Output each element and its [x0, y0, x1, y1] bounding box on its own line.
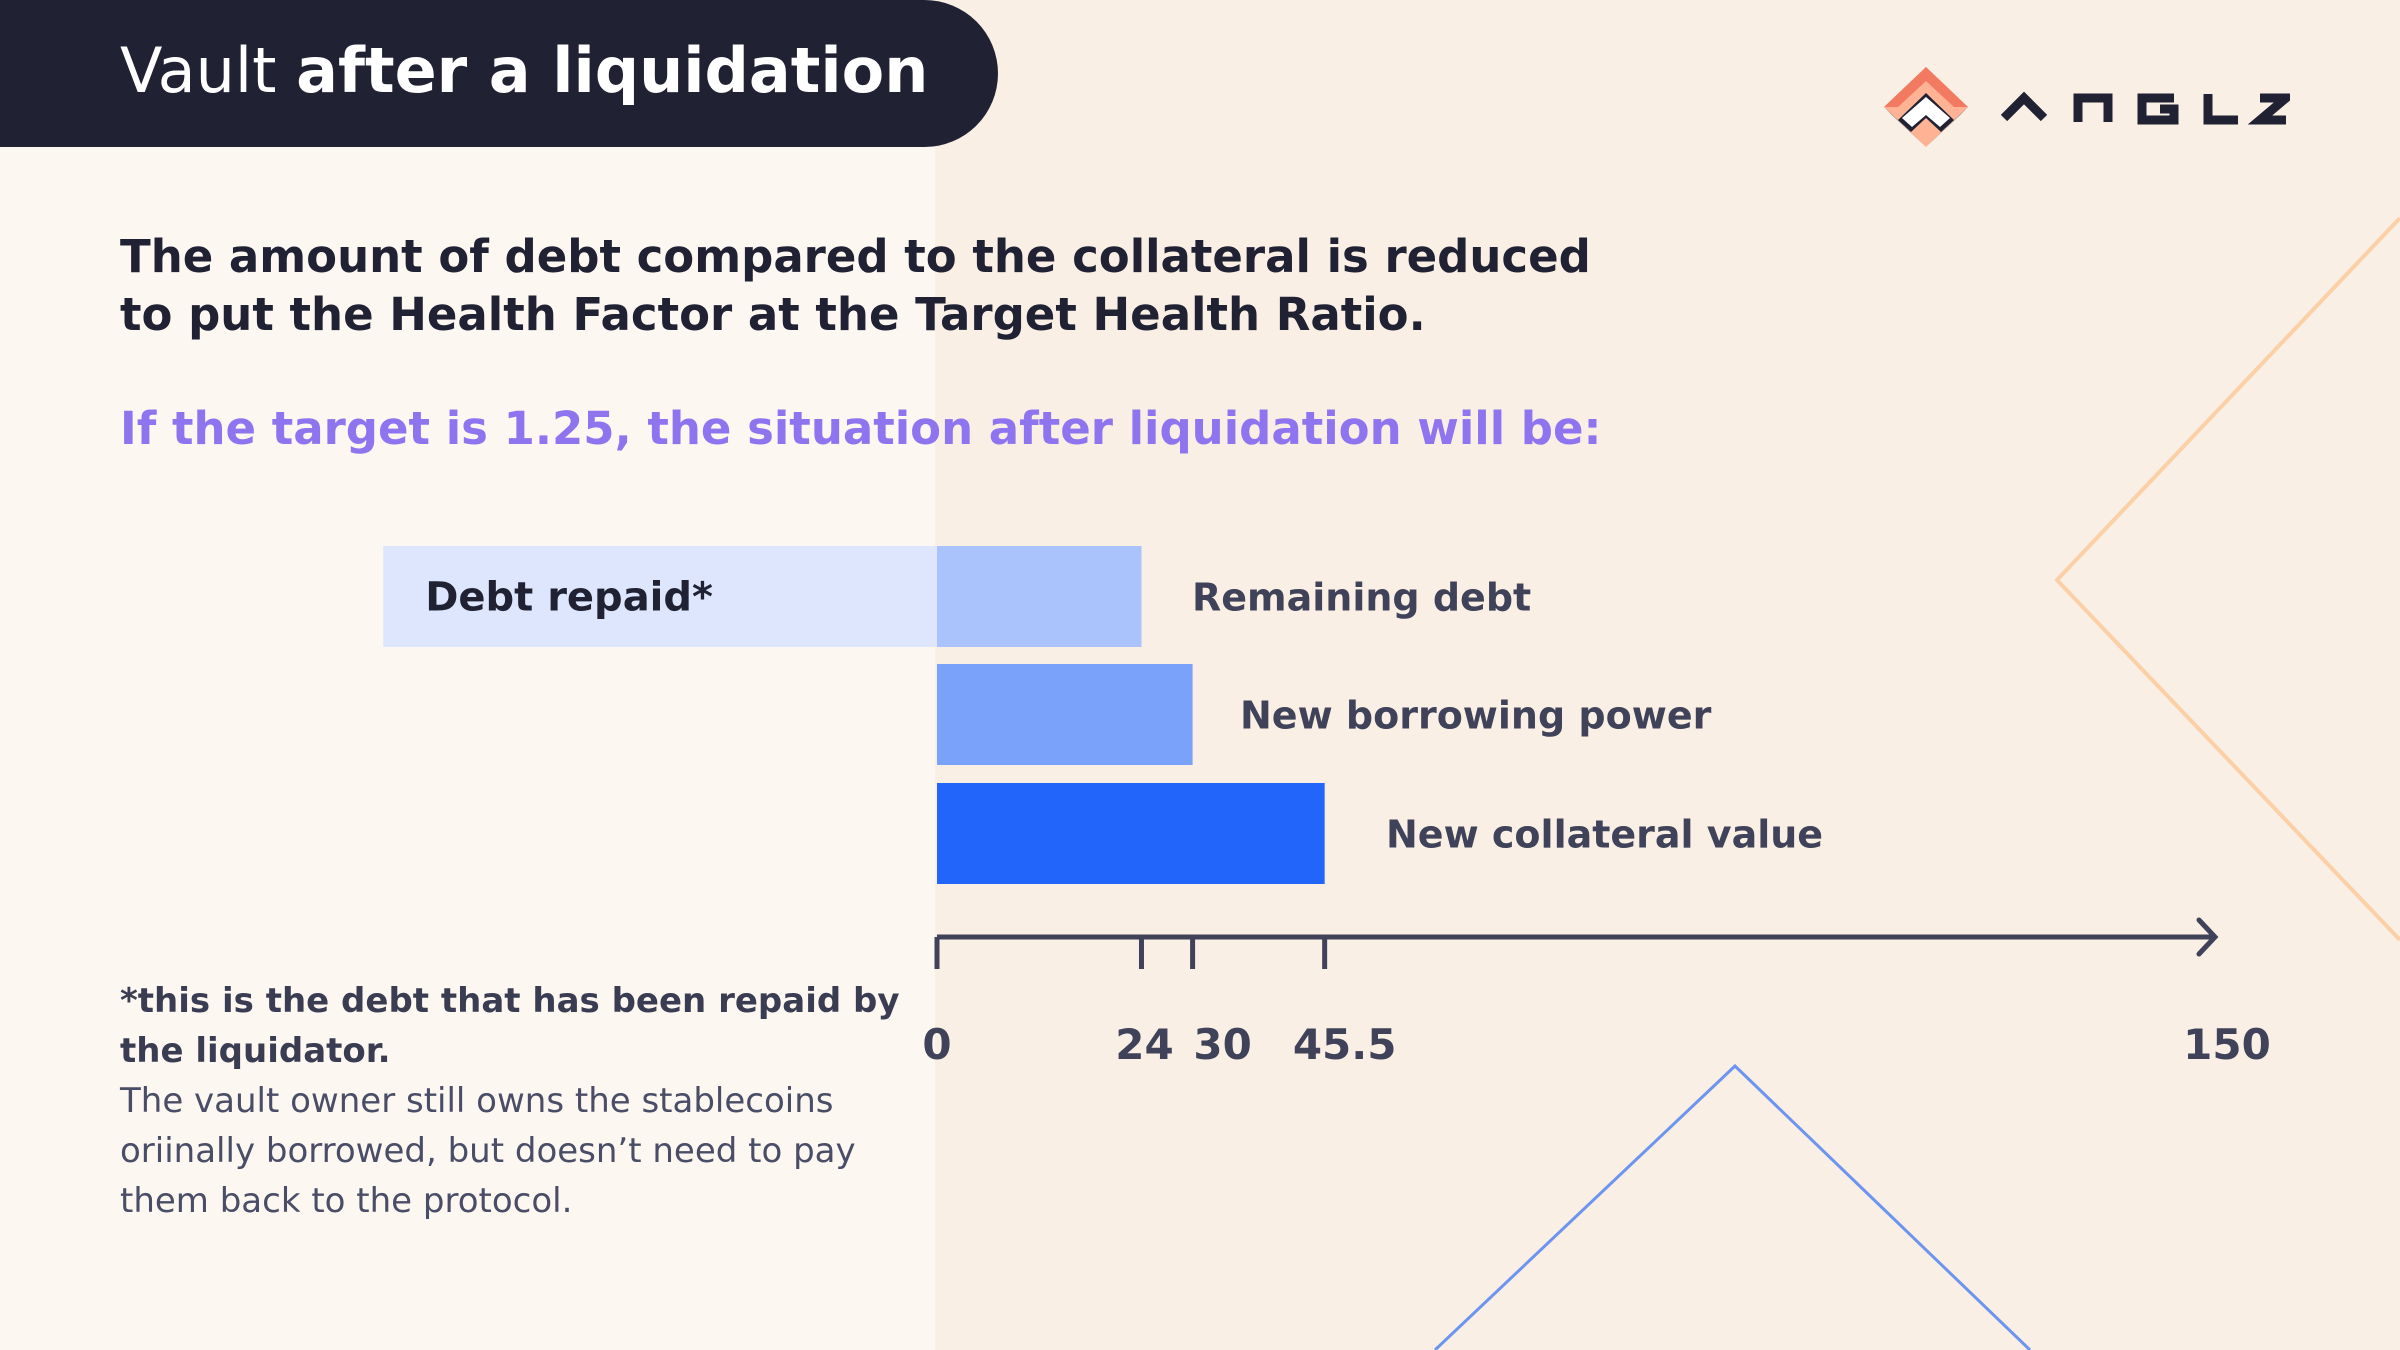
- intro-text: The amount of debt compared to the colla…: [120, 230, 1591, 341]
- x-tick-label-45-5: 45.5: [1293, 1020, 1397, 1069]
- footnote-regular: The vault owner still owns the stablecoi…: [120, 1081, 856, 1221]
- page-title: Vault after a liquidation: [120, 34, 928, 107]
- x-tick-label-30: 30: [1193, 1020, 1251, 1069]
- angle-logo-icon: [1884, 67, 1968, 147]
- x-tick-label-150: 150: [2183, 1020, 2271, 1069]
- title-bold: after a liquidation: [296, 34, 929, 107]
- footnote-bold: *this is the debt that has been repaid b…: [120, 981, 900, 1071]
- x-tick-label-0: 0: [922, 1020, 951, 1069]
- x-axis-arrowhead: [2196, 917, 2219, 957]
- new-collateral-value-bar: [937, 783, 1325, 884]
- angle-wordmark: [2000, 91, 2290, 125]
- orange-chevron-decoration: [2054, 216, 2400, 942]
- title-banner: Vault after a liquidation: [0, 0, 998, 147]
- debt-repaid-bar: [383, 546, 937, 647]
- angle-logo: [1884, 67, 2290, 147]
- debt-repaid-label: Debt repaid*: [425, 575, 713, 621]
- remaining-debt-label: Remaining debt: [1192, 576, 1531, 620]
- left-panel-background: [0, 0, 935, 1350]
- new-borrowing-power-bar: [937, 664, 1193, 765]
- x-tick-label-24: 24: [1115, 1020, 1173, 1069]
- footnote: *this is the debt that has been repaid b…: [120, 976, 910, 1226]
- title-regular: Vault: [120, 34, 297, 107]
- subtitle-text: If the target is 1.25, the situation aft…: [120, 402, 1602, 455]
- new-collateral-value-label: New collateral value: [1386, 813, 1823, 857]
- remaining-debt-bar: [937, 546, 1142, 647]
- new-borrowing-power-label: New borrowing power: [1240, 694, 1712, 738]
- blue-triangle-decoration: [1433, 1063, 2032, 1350]
